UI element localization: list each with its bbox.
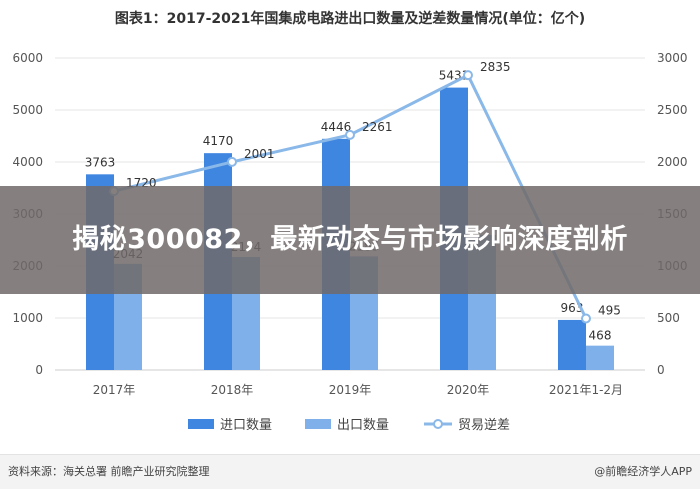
x-tick-label: 2020年 <box>447 383 490 397</box>
brand-label: @前瞻经济学人APP <box>594 465 692 478</box>
export-bar <box>586 345 614 370</box>
legend-swatch-export <box>305 419 331 429</box>
trade-deficit-value-label: 2835 <box>480 60 511 74</box>
right-tick-label: 0 <box>657 363 665 377</box>
x-tick-label: 2017年 <box>93 383 136 397</box>
right-tick-label: 3000 <box>657 51 688 65</box>
left-tick-label: 0 <box>35 363 43 377</box>
import-bar <box>558 319 586 370</box>
right-tick-label: 2000 <box>657 155 688 169</box>
right-tick-label: 2500 <box>657 103 688 117</box>
x-tick-label: 2021年1-2月 <box>549 383 623 397</box>
trade-deficit-point <box>463 70 473 81</box>
import-value-label: 3763 <box>85 155 116 169</box>
trade-deficit-point <box>227 156 237 167</box>
trade-deficit-value-label: 495 <box>598 304 621 318</box>
trade-deficit-point <box>345 129 355 140</box>
right-tick-label: 500 <box>657 311 680 325</box>
legend-label-export: 出口数量 <box>337 418 389 433</box>
left-tick-label: 5000 <box>12 103 43 117</box>
import-value-label: 4170 <box>203 134 234 148</box>
left-tick-label: 4000 <box>12 155 43 169</box>
trade-deficit-value-label: 2001 <box>244 147 275 161</box>
x-tick-label: 2018年 <box>211 383 254 397</box>
headline-banner[interactable]: 揭秘300082，最新动态与市场影响深度剖析 <box>0 186 700 294</box>
headline-text: 揭秘300082，最新动态与市场影响深度剖析 <box>72 224 628 255</box>
chart-title: 图表1：2017-2021年国集成电路进出口数量及逆差数量情况(单位：亿个) <box>114 11 586 27</box>
x-tick-label: 2019年 <box>329 383 372 397</box>
legend-marker-line <box>433 419 443 429</box>
left-tick-label: 6000 <box>12 51 43 65</box>
legend-label-line: 贸易逆差 <box>458 417 510 433</box>
export-value-label: 468 <box>589 329 612 343</box>
legend-swatch-import <box>188 419 214 429</box>
footer-bar: 资料来源：海关总署 前瞻产业研究院整理 @前瞻经济学人APP <box>0 454 700 489</box>
source-note: 资料来源：海关总署 前瞻产业研究院整理 <box>8 465 210 478</box>
trade-deficit-value-label: 2261 <box>362 120 393 134</box>
trade-deficit-point <box>581 313 591 324</box>
left-tick-label: 1000 <box>12 311 43 325</box>
import-value-label: 4446 <box>321 120 352 134</box>
legend-label-import: 进口数量 <box>220 418 272 433</box>
